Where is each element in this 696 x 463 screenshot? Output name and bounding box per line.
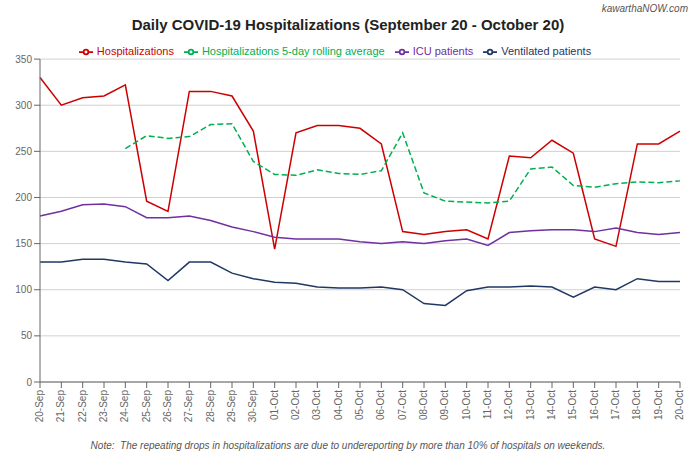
svg-text:27-Sep: 27-Sep <box>183 390 194 423</box>
html-text:Daily COVID-19 Hospitalization: Daily COVID-19 Hospitalizations (Septemb… <box>131 16 565 33</box>
svg-text:03-Oct: 03-Oct <box>311 390 322 420</box>
svg-text:05-Oct: 05-Oct <box>354 390 365 420</box>
html-text:ICU patients: ICU patients <box>412 45 474 57</box>
html-text:Note: The repeating drops in h: Note: The repeating drops in hospitaliza… <box>90 440 606 451</box>
svg-text:08-Oct: 08-Oct <box>418 390 429 420</box>
svg-text:20-Sep: 20-Sep <box>34 390 45 423</box>
svg-text:50: 50 <box>21 330 33 341</box>
svg-text:350: 350 <box>15 54 32 65</box>
svg-text:26-Sep: 26-Sep <box>162 390 173 423</box>
svg-text:150: 150 <box>15 238 32 249</box>
svg-text:0: 0 <box>26 377 32 388</box>
svg-text:29-Sep: 29-Sep <box>226 390 237 423</box>
svg-text:12-Oct: 12-Oct <box>503 390 514 420</box>
svg-text:23-Sep: 23-Sep <box>98 390 109 423</box>
svg-text:18-Oct: 18-Oct <box>631 390 642 420</box>
svg-text:100: 100 <box>15 284 32 295</box>
svg-text:07-Oct: 07-Oct <box>397 390 408 420</box>
svg-text:09-Oct: 09-Oct <box>439 390 450 420</box>
svg-text:19-Oct: 19-Oct <box>653 390 664 420</box>
svg-text:02-Oct: 02-Oct <box>290 390 301 420</box>
html-text:Hospitalizations: Hospitalizations <box>96 45 174 57</box>
html-text:Ventilated patients: Ventilated patients <box>501 45 592 57</box>
svg-text:13-Oct: 13-Oct <box>525 390 536 420</box>
svg-text:16-Oct: 16-Oct <box>589 390 600 420</box>
svg-text:01-Oct: 01-Oct <box>269 390 280 420</box>
html-text:Hospitalizations 5-day rolling: Hospitalizations 5-day rolling average <box>201 45 385 57</box>
html-text:kawarthaNOW.com: kawarthaNOW.com <box>601 3 688 14</box>
svg-text:200: 200 <box>15 192 32 203</box>
svg-text:15-Oct: 15-Oct <box>567 390 578 420</box>
svg-text:28-Sep: 28-Sep <box>205 390 216 423</box>
svg-text:11-Oct: 11-Oct <box>482 390 493 419</box>
svg-text:300: 300 <box>15 100 32 111</box>
svg-text:250: 250 <box>15 146 32 157</box>
svg-text:21-Sep: 21-Sep <box>55 390 66 423</box>
svg-text:20-Oct: 20-Oct <box>674 390 685 420</box>
svg-text:30-Sep: 30-Sep <box>247 390 258 423</box>
svg-text:10-Oct: 10-Oct <box>461 390 472 420</box>
svg-text:14-Oct: 14-Oct <box>546 390 557 420</box>
svg-text:24-Sep: 24-Sep <box>119 390 130 423</box>
svg-text:04-Oct: 04-Oct <box>333 390 344 420</box>
svg-text:06-Oct: 06-Oct <box>375 390 386 420</box>
svg-text:22-Sep: 22-Sep <box>77 390 88 423</box>
svg-text:25-Sep: 25-Sep <box>141 390 152 423</box>
svg-text:17-Oct: 17-Oct <box>610 390 621 420</box>
